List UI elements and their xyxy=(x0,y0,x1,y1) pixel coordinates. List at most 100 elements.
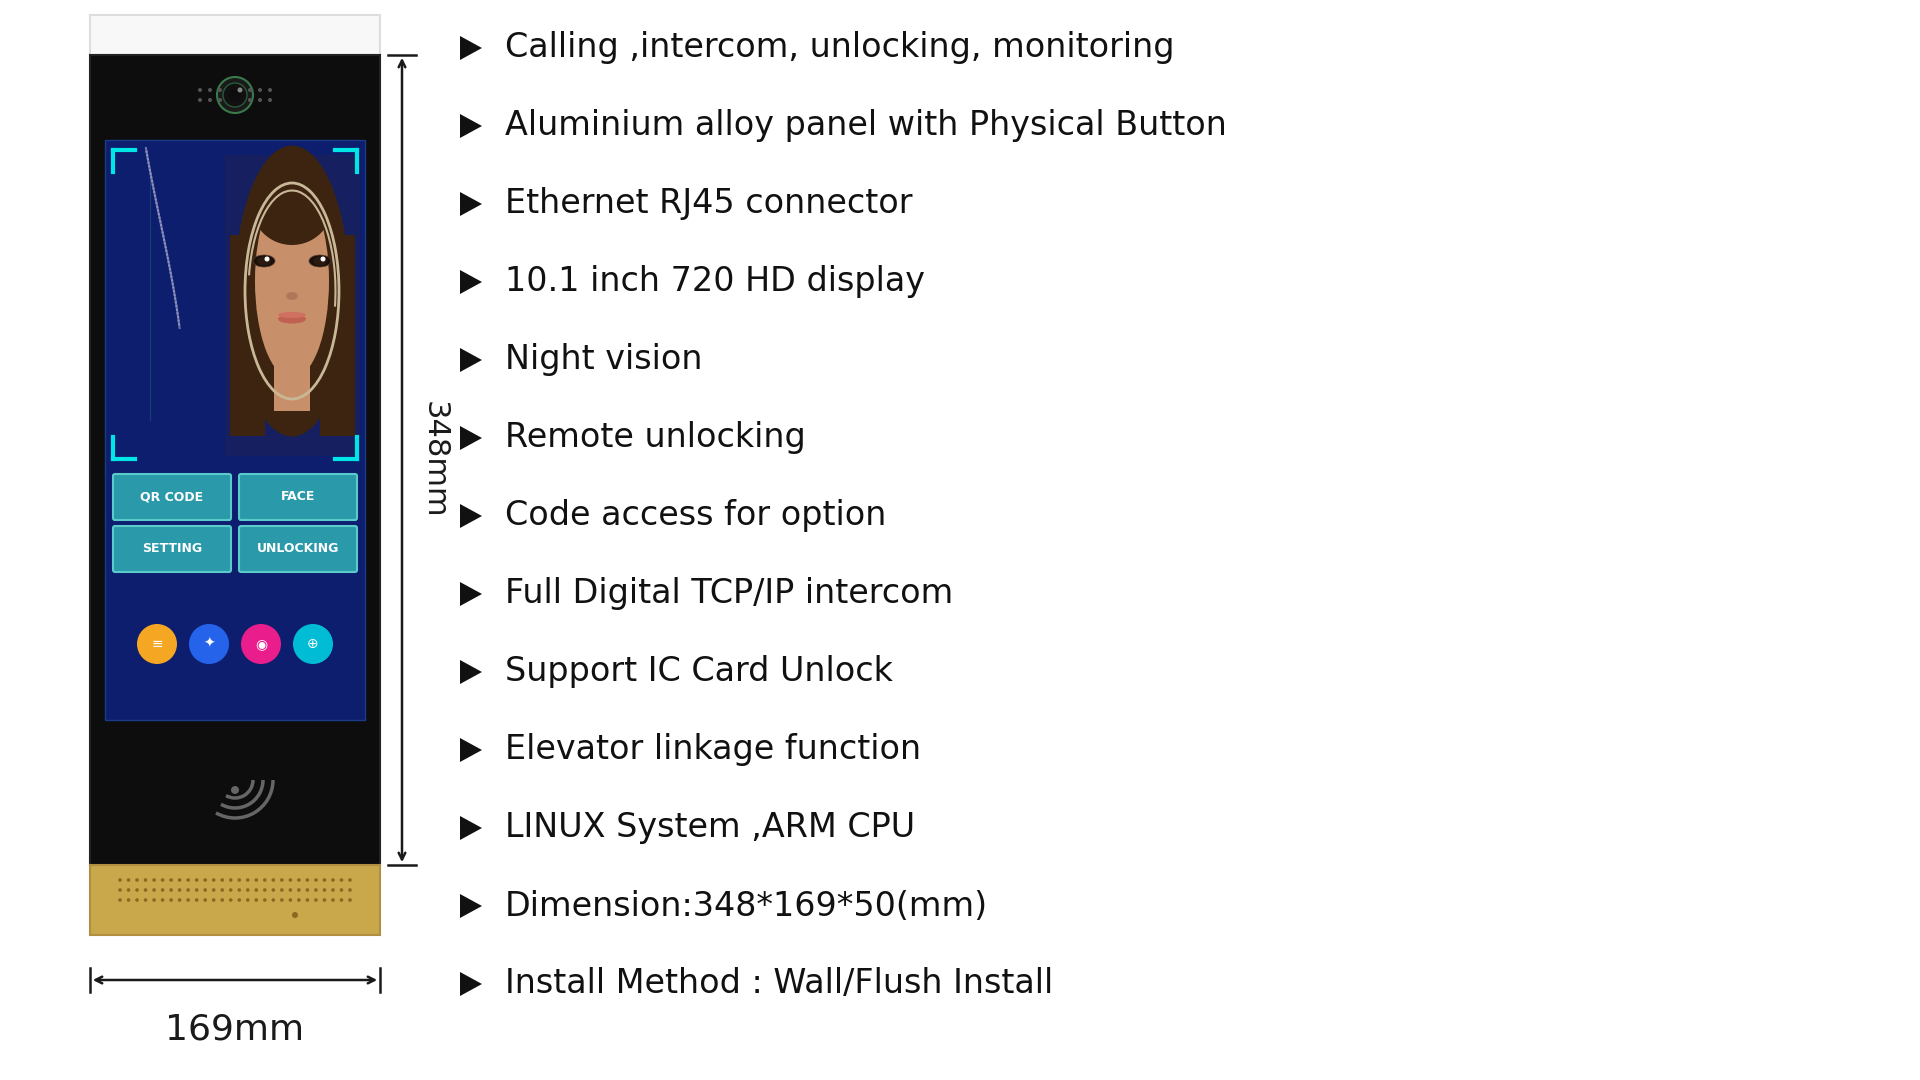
Circle shape xyxy=(228,89,242,102)
Circle shape xyxy=(263,888,267,892)
Circle shape xyxy=(207,98,211,102)
Circle shape xyxy=(330,878,334,881)
Polygon shape xyxy=(461,738,482,762)
Polygon shape xyxy=(461,894,482,918)
Bar xyxy=(90,865,380,935)
Circle shape xyxy=(323,878,326,881)
Circle shape xyxy=(292,912,298,918)
Polygon shape xyxy=(461,816,482,840)
FancyBboxPatch shape xyxy=(113,526,230,572)
Circle shape xyxy=(230,786,238,794)
Circle shape xyxy=(242,624,280,664)
Circle shape xyxy=(186,878,190,881)
Circle shape xyxy=(271,878,275,881)
Text: Remote unlocking: Remote unlocking xyxy=(505,421,806,455)
Circle shape xyxy=(169,888,173,892)
Circle shape xyxy=(298,888,301,892)
Ellipse shape xyxy=(278,312,305,318)
Circle shape xyxy=(136,624,177,664)
Circle shape xyxy=(330,899,334,902)
Circle shape xyxy=(219,87,223,92)
Circle shape xyxy=(294,624,332,664)
Text: Ethernet RJ45 connector: Ethernet RJ45 connector xyxy=(505,188,912,220)
Circle shape xyxy=(127,878,131,881)
Circle shape xyxy=(134,888,138,892)
Circle shape xyxy=(211,878,215,881)
Circle shape xyxy=(321,256,326,261)
Circle shape xyxy=(238,878,242,881)
Circle shape xyxy=(194,878,198,881)
Ellipse shape xyxy=(252,165,332,245)
Circle shape xyxy=(161,888,165,892)
Bar xyxy=(230,235,265,436)
Circle shape xyxy=(221,878,225,881)
Circle shape xyxy=(265,256,269,261)
Bar xyxy=(90,55,380,865)
Circle shape xyxy=(179,899,180,902)
Polygon shape xyxy=(461,426,482,450)
Circle shape xyxy=(269,98,273,102)
Text: ◉: ◉ xyxy=(255,637,267,651)
Circle shape xyxy=(271,899,275,902)
Circle shape xyxy=(246,878,250,881)
Polygon shape xyxy=(461,270,482,294)
Circle shape xyxy=(246,888,250,892)
Ellipse shape xyxy=(234,146,349,436)
Circle shape xyxy=(257,98,261,102)
Polygon shape xyxy=(461,504,482,528)
Circle shape xyxy=(280,878,284,881)
Circle shape xyxy=(238,888,242,892)
Circle shape xyxy=(204,888,207,892)
Text: Install Method : Wall/Flush Install: Install Method : Wall/Flush Install xyxy=(505,968,1054,1000)
Circle shape xyxy=(305,878,309,881)
Ellipse shape xyxy=(309,255,330,267)
Circle shape xyxy=(186,888,190,892)
Ellipse shape xyxy=(286,292,298,300)
Circle shape xyxy=(119,899,121,902)
Bar xyxy=(90,15,380,55)
Circle shape xyxy=(152,888,156,892)
Circle shape xyxy=(255,899,257,902)
Circle shape xyxy=(127,888,131,892)
Circle shape xyxy=(179,878,180,881)
Circle shape xyxy=(221,899,225,902)
Circle shape xyxy=(340,899,344,902)
Circle shape xyxy=(144,899,148,902)
Text: ≡: ≡ xyxy=(152,637,163,651)
Circle shape xyxy=(238,87,242,93)
Circle shape xyxy=(169,899,173,902)
Text: ✦: ✦ xyxy=(204,637,215,651)
Circle shape xyxy=(340,888,344,892)
Text: Calling ,intercom, unlocking, monitoring: Calling ,intercom, unlocking, monitoring xyxy=(505,31,1175,65)
Circle shape xyxy=(134,878,138,881)
Ellipse shape xyxy=(257,256,271,266)
Circle shape xyxy=(238,899,242,902)
Polygon shape xyxy=(461,348,482,372)
Circle shape xyxy=(298,878,301,881)
Circle shape xyxy=(119,888,121,892)
Bar xyxy=(106,140,365,720)
Bar xyxy=(225,156,361,456)
Circle shape xyxy=(340,878,344,881)
Circle shape xyxy=(228,878,232,881)
Circle shape xyxy=(288,878,292,881)
Circle shape xyxy=(207,87,211,92)
Circle shape xyxy=(305,888,309,892)
Circle shape xyxy=(228,899,232,902)
Text: Night vision: Night vision xyxy=(505,343,703,377)
Circle shape xyxy=(323,888,326,892)
Circle shape xyxy=(211,888,215,892)
Circle shape xyxy=(315,899,317,902)
Text: FACE: FACE xyxy=(280,490,315,503)
Circle shape xyxy=(280,888,284,892)
Text: ⊕: ⊕ xyxy=(307,637,319,651)
Circle shape xyxy=(246,899,250,902)
Circle shape xyxy=(298,899,301,902)
Circle shape xyxy=(348,888,351,892)
Polygon shape xyxy=(461,582,482,606)
FancyBboxPatch shape xyxy=(113,474,230,519)
Circle shape xyxy=(348,899,351,902)
Circle shape xyxy=(204,878,207,881)
Circle shape xyxy=(194,888,198,892)
Text: UNLOCKING: UNLOCKING xyxy=(257,542,340,555)
